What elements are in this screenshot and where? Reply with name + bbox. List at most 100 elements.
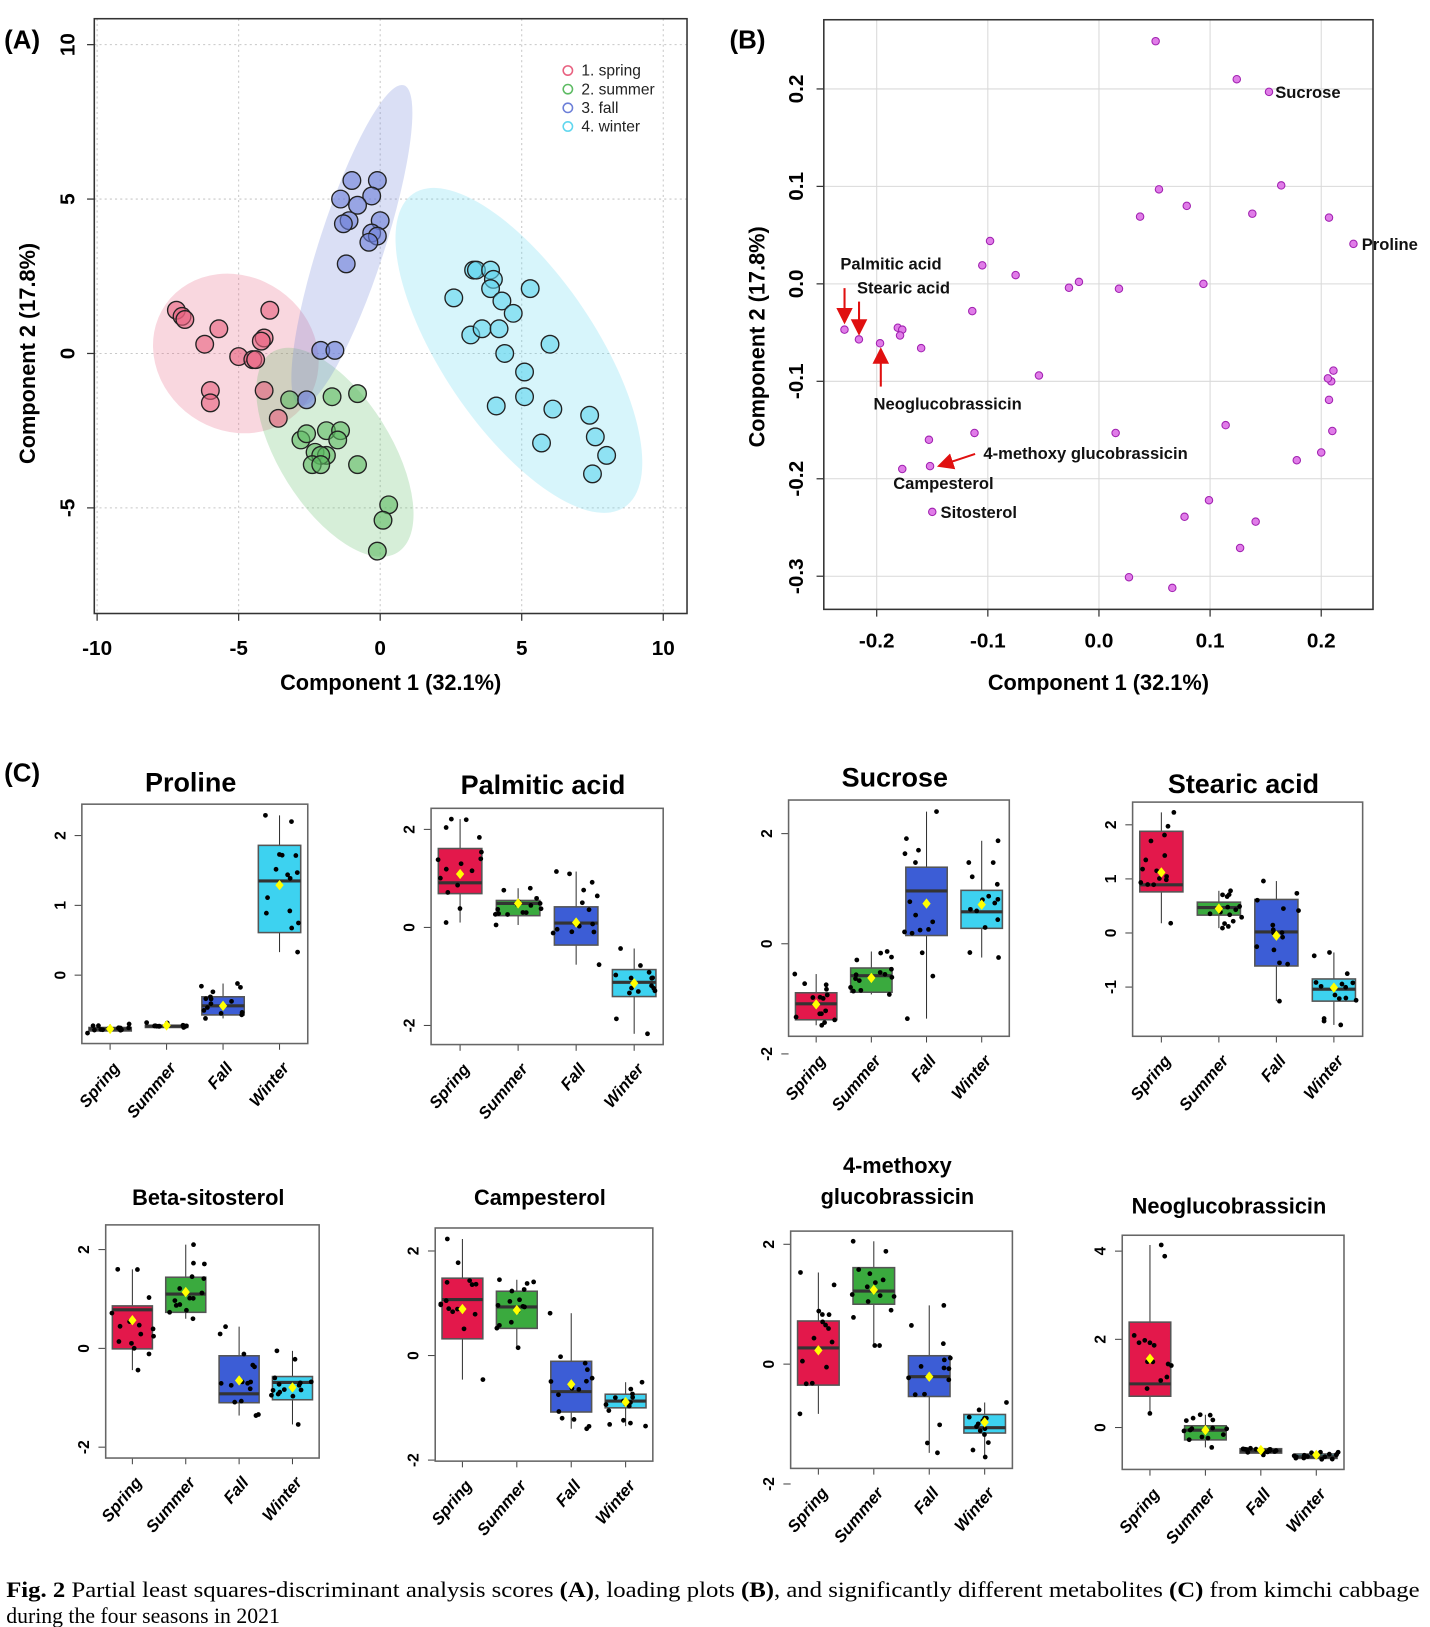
jitter-point [1138, 880, 1144, 885]
jitter-point [606, 1408, 612, 1413]
jitter-point [270, 1387, 276, 1393]
jitter-point [115, 1266, 121, 1272]
jitter-point [463, 817, 469, 823]
jitter-point [1272, 1449, 1278, 1454]
annotation-label: Campesterol [893, 474, 993, 493]
jitter-point [904, 1016, 910, 1022]
jitter-point [884, 949, 890, 954]
y-tick-label: 0 [52, 971, 69, 980]
jitter-point [444, 1279, 450, 1285]
jitter-point [232, 1399, 238, 1405]
mean-marker [181, 1286, 190, 1298]
loading-point [1328, 426, 1337, 436]
jitter-point [1157, 876, 1162, 881]
score-point-winter [580, 405, 600, 425]
jitter-point [878, 950, 884, 956]
score-point-fall [336, 254, 356, 274]
jitter-point [558, 1354, 563, 1360]
y-tick-label: -0.1 [785, 363, 808, 399]
jitter-point [947, 1355, 953, 1361]
jitter-point [883, 1248, 889, 1254]
y-tick-label: 0 [76, 1344, 93, 1353]
jitter-point [1332, 992, 1338, 998]
jitter-point [974, 908, 980, 914]
jitter-point [850, 1238, 856, 1244]
y-tick-label: 0.0 [785, 269, 808, 298]
jitter-point [1224, 1426, 1230, 1432]
loading-point [1323, 374, 1333, 383]
jitter-point [298, 1387, 304, 1393]
jitter-point [909, 1323, 914, 1328]
jitter-point [820, 996, 826, 1001]
jitter-point [1131, 1333, 1137, 1338]
jitter-point [941, 1357, 947, 1363]
jitter-point [976, 1407, 982, 1413]
jitter-point [802, 981, 808, 987]
jitter-point [277, 1389, 283, 1395]
jitter-point [479, 849, 484, 855]
jitter-point [916, 847, 921, 853]
mean-marker [1157, 867, 1166, 878]
jitter-point [1313, 980, 1319, 985]
x-tick-label: 5 [516, 637, 528, 660]
score-point-summer [280, 390, 300, 410]
jitter-point [1318, 983, 1324, 989]
jitter-point [118, 1025, 123, 1031]
jitter-point [116, 1339, 122, 1344]
loading-point [1204, 495, 1214, 505]
jitter-point [995, 896, 1001, 902]
jitter-point [1245, 1449, 1251, 1455]
jitter-point [507, 1299, 513, 1304]
annotation-label: Neoglucobrassicin [874, 394, 1022, 413]
jitter-point [146, 1351, 152, 1357]
jitter-point [1248, 1445, 1253, 1451]
score-point-summer [297, 424, 317, 444]
jitter-point [628, 975, 634, 981]
jitter-point [891, 1294, 897, 1299]
jitter-point [851, 1315, 856, 1320]
jitter-point [1254, 897, 1260, 903]
loading-point [1221, 420, 1230, 430]
jitter-point [650, 975, 656, 981]
jitter-point [559, 1415, 565, 1421]
confidence-ellipse-fall [291, 84, 413, 406]
jitter-point [250, 1362, 256, 1368]
jitter-point [203, 996, 209, 1002]
jitter-point [531, 1279, 537, 1285]
mean-marker [1201, 1425, 1210, 1436]
loading-point [1276, 181, 1286, 190]
jitter-point [1227, 912, 1233, 918]
jitter-point [856, 1267, 862, 1272]
plot-frame [1121, 1234, 1345, 1471]
jitter-point [569, 929, 575, 935]
jitter-point [290, 1393, 296, 1399]
score-point-winter [520, 279, 540, 299]
jitter-point [495, 906, 501, 912]
loading-point [1074, 277, 1084, 287]
jitter-point [1225, 904, 1231, 910]
legend-marker [562, 121, 574, 132]
jitter-point [652, 988, 658, 994]
box-winter [960, 889, 1004, 930]
jitter-point [912, 1392, 918, 1398]
score-point-fall [331, 189, 351, 209]
jitter-point [520, 910, 526, 915]
jitter-point [832, 1017, 838, 1023]
jitter-point [582, 1360, 588, 1366]
jitter-point [455, 882, 460, 888]
caption-segment: , loading plots [594, 1578, 741, 1602]
jitter-point [1158, 1378, 1164, 1383]
jitter-point [1220, 1432, 1226, 1437]
mean-marker [621, 1396, 630, 1408]
score-point-fall [342, 171, 362, 191]
jitter-point [129, 1340, 134, 1346]
jitter-point [443, 920, 449, 925]
jitter-point [443, 1298, 449, 1304]
jitter-point [438, 1302, 444, 1308]
jitter-point [144, 1020, 150, 1025]
jitter-point [443, 825, 449, 830]
score-point-fall [359, 232, 379, 252]
jitter-point [848, 985, 853, 990]
jitter-point [1162, 853, 1168, 858]
jitter-point [461, 1326, 467, 1332]
